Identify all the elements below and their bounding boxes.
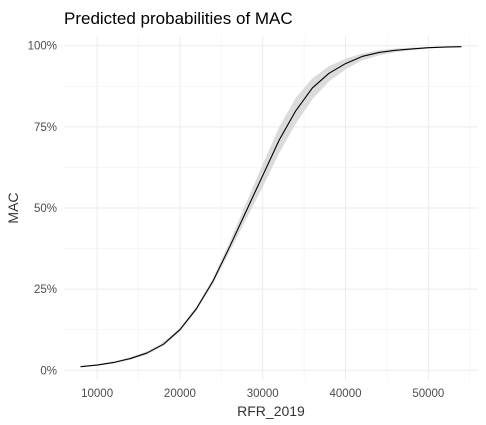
y-tick-label: 75% xyxy=(34,122,57,134)
y-axis-label: MAC xyxy=(5,192,21,223)
y-tick-label: 25% xyxy=(34,284,57,296)
x-tick-label: 20000 xyxy=(164,388,196,400)
x-tick-label: 40000 xyxy=(330,388,362,400)
y-axis-ticks: 0% 25% 50% 75% 100% xyxy=(28,41,57,378)
chart-title: Predicted probabilities of MAC xyxy=(64,9,293,28)
confidence-band-area xyxy=(80,46,462,368)
confidence-band xyxy=(80,46,462,368)
y-tick-label: 0% xyxy=(40,365,57,377)
x-tick-label: 10000 xyxy=(81,388,113,400)
series-line-group xyxy=(80,46,462,368)
grid-major xyxy=(64,36,478,380)
x-axis-label: RFR_2019 xyxy=(237,403,305,419)
y-tick-label: 50% xyxy=(34,203,57,215)
series-line xyxy=(80,46,462,368)
x-tick-label: 50000 xyxy=(412,388,444,400)
x-axis-ticks: 10000 20000 30000 40000 50000 xyxy=(81,388,444,400)
y-tick-label: 100% xyxy=(28,41,57,53)
x-tick-label: 30000 xyxy=(247,388,279,400)
